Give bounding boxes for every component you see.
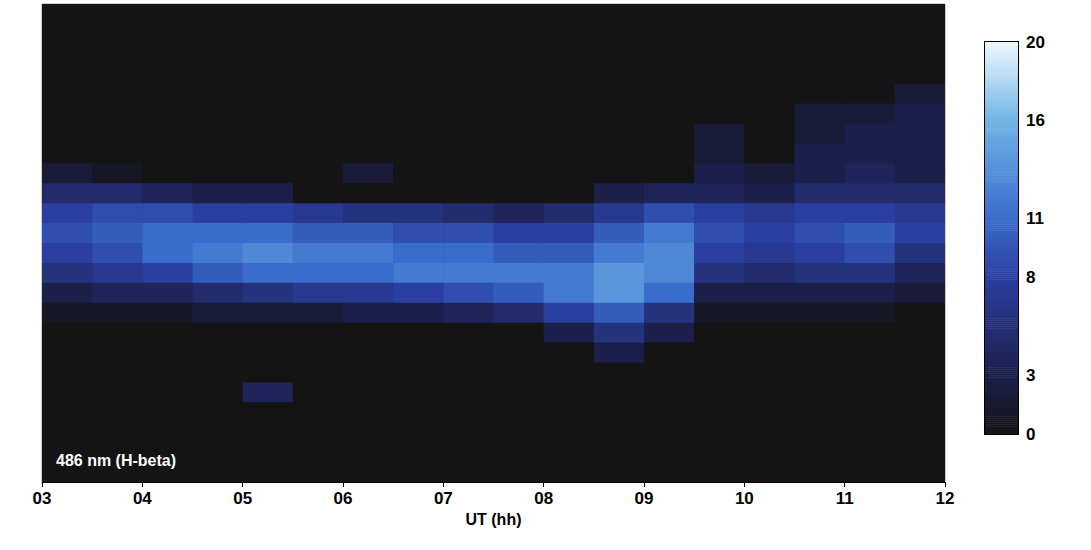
svg-text:20: 20 <box>1026 33 1045 52</box>
svg-text:03: 03 <box>33 489 52 508</box>
svg-text:09: 09 <box>635 489 654 508</box>
svg-text:UT (hh): UT (hh) <box>466 511 522 528</box>
svg-text:8: 8 <box>1026 268 1035 287</box>
svg-text:16: 16 <box>1026 111 1045 130</box>
svg-text:11: 11 <box>1026 209 1044 228</box>
svg-text:486 nm (H-beta): 486 nm (H-beta) <box>56 452 176 469</box>
svg-text:06: 06 <box>334 489 353 508</box>
svg-text:12: 12 <box>936 489 955 508</box>
svg-text:07: 07 <box>434 489 453 508</box>
svg-text:05: 05 <box>233 489 252 508</box>
svg-text:04: 04 <box>133 489 152 508</box>
svg-text:11: 11 <box>836 489 854 508</box>
svg-text:10: 10 <box>735 489 754 508</box>
svg-text:3: 3 <box>1026 366 1035 385</box>
svg-text:0: 0 <box>1026 425 1035 444</box>
svg-text:08: 08 <box>534 489 553 508</box>
